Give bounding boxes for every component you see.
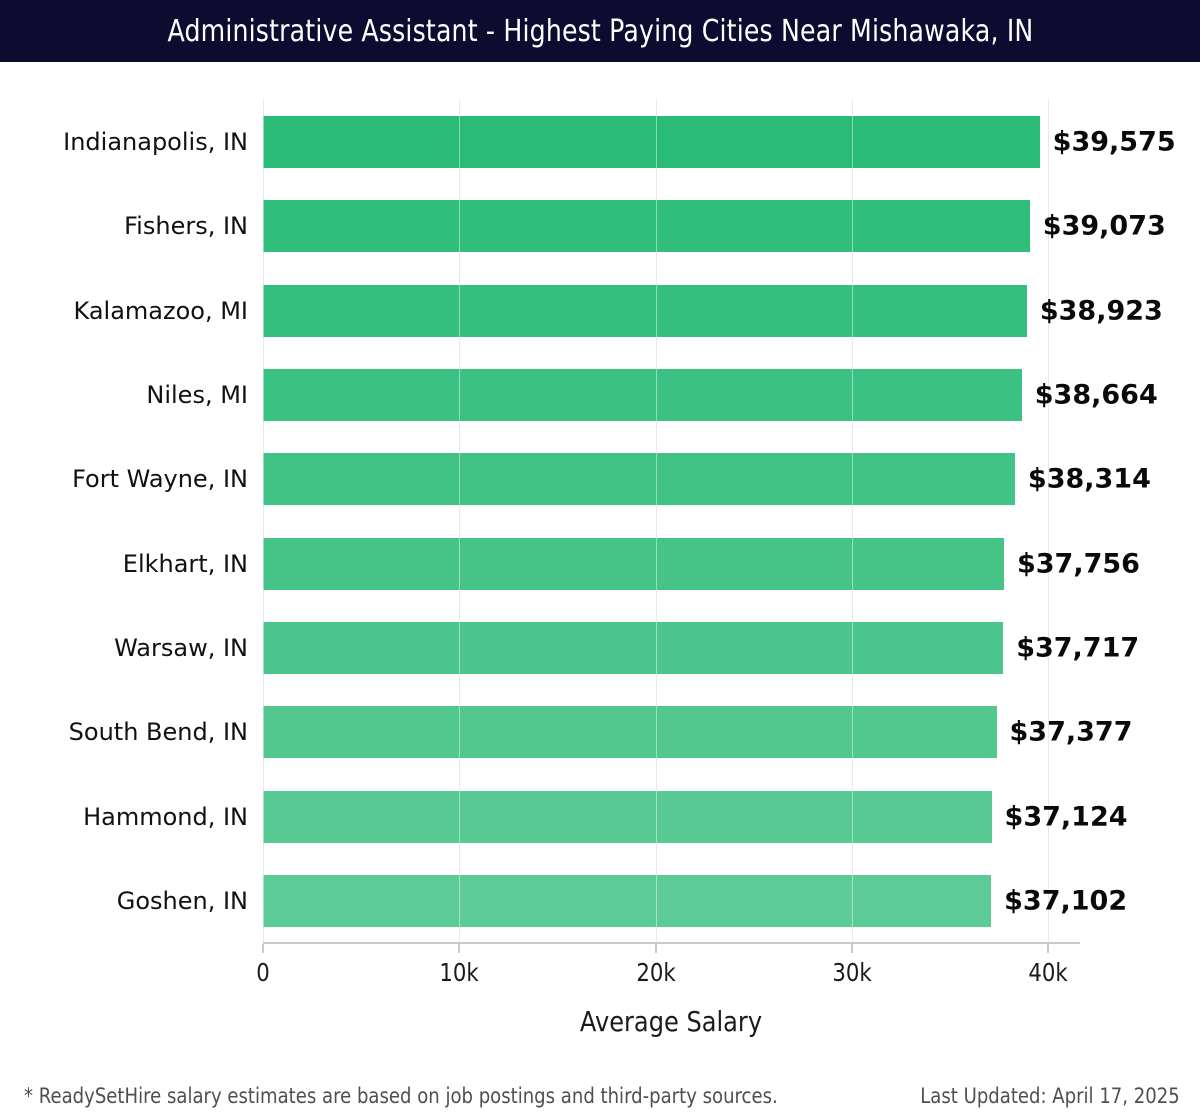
category-label: South Bend, IN bbox=[68, 718, 248, 747]
x-axis-tick bbox=[262, 944, 264, 953]
gridline bbox=[1048, 99, 1049, 942]
bar bbox=[263, 537, 1004, 590]
last-updated: Last Updated: April 17, 2025 bbox=[920, 1084, 1180, 1108]
gridline bbox=[263, 99, 264, 942]
bar bbox=[263, 284, 1027, 337]
bar bbox=[263, 200, 1030, 253]
x-axis-tick bbox=[850, 944, 853, 953]
value-label: $38,314 bbox=[1027, 463, 1151, 495]
bar bbox=[263, 790, 992, 843]
header-bar: Administrative Assistant - Highest Payin… bbox=[0, 0, 1200, 62]
category-label: Indianapolis, IN bbox=[63, 128, 248, 156]
chart-title: Administrative Assistant - Highest Payin… bbox=[167, 13, 1033, 49]
gridline-overlay bbox=[459, 99, 461, 942]
gridline-overlay bbox=[851, 99, 853, 942]
category-label: Warsaw, IN bbox=[114, 633, 248, 662]
footnote: * ReadySetHire salary estimates are base… bbox=[24, 1084, 778, 1108]
category-label: Fishers, IN bbox=[124, 212, 248, 241]
category-label: Goshen, IN bbox=[116, 886, 248, 915]
value-label: $37,102 bbox=[1004, 885, 1128, 917]
category-label: Elkhart, IN bbox=[122, 549, 248, 578]
x-axis-tick-label: 10k bbox=[439, 958, 479, 987]
gridline-overlay bbox=[655, 99, 657, 942]
x-axis-tick-label: 30k bbox=[832, 958, 872, 987]
bar bbox=[263, 706, 997, 759]
category-label: Kalamazoo, MI bbox=[73, 296, 249, 325]
bar bbox=[263, 368, 1022, 421]
bar bbox=[263, 621, 1004, 674]
value-label: $38,923 bbox=[1039, 295, 1163, 327]
value-label: $37,717 bbox=[1016, 632, 1140, 664]
value-label: $37,377 bbox=[1009, 716, 1133, 748]
x-axis-label: Average Salary bbox=[579, 1005, 763, 1038]
bar bbox=[263, 453, 1015, 506]
x-axis-tick-label: 40k bbox=[1028, 958, 1068, 987]
value-label: $37,124 bbox=[1004, 801, 1128, 833]
value-label: $37,756 bbox=[1016, 548, 1140, 580]
x-axis-tick bbox=[654, 944, 657, 953]
bar-chart: 0 10k 20k 30k 40k Indianapolis, IN $39,575 Fish… bbox=[0, 62, 1200, 987]
bar bbox=[263, 116, 1040, 168]
category-label: Hammond, IN bbox=[83, 802, 248, 831]
gridline bbox=[851, 99, 853, 942]
x-axis-tick bbox=[458, 944, 461, 953]
category-label: Fort Wayne, IN bbox=[72, 465, 248, 494]
gridline bbox=[459, 99, 461, 942]
gridline-overlay bbox=[1048, 99, 1049, 942]
x-axis-tick-label: 20k bbox=[635, 958, 676, 987]
bar bbox=[263, 874, 992, 927]
x-axis-line bbox=[263, 942, 1080, 944]
x-axis-tick bbox=[1047, 944, 1049, 953]
category-label: Niles, MI bbox=[146, 380, 248, 409]
gridline-overlay bbox=[263, 99, 264, 942]
value-label: $38,664 bbox=[1034, 379, 1158, 411]
gridline bbox=[655, 99, 657, 942]
x-axis-tick-label: 0 bbox=[256, 958, 270, 987]
value-label: $39,073 bbox=[1042, 210, 1166, 242]
value-label: $39,575 bbox=[1052, 126, 1176, 158]
